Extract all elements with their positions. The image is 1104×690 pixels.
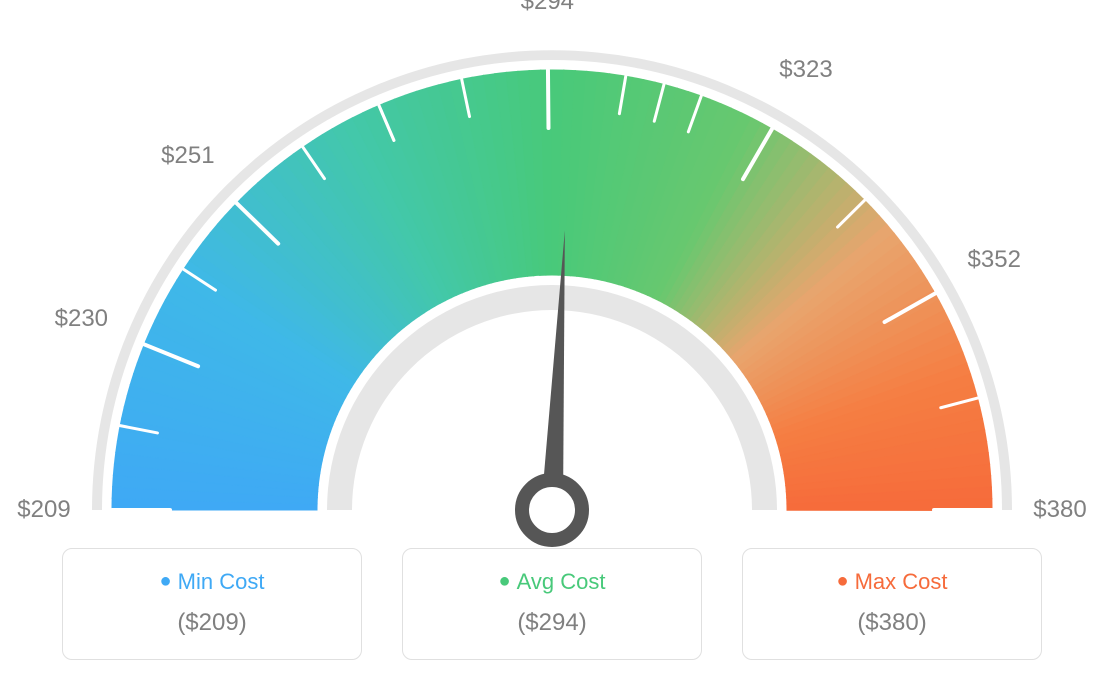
legend-title-text: Max Cost [855, 569, 948, 594]
gauge-svg [0, 0, 1104, 560]
gauge-hub [522, 480, 582, 540]
legend-card-max: ● Max Cost ($380) [742, 548, 1042, 660]
legend-value: ($209) [63, 609, 361, 637]
cost-gauge: $209 $230 $251 $294 $323 $352 $380 [0, 0, 1104, 560]
legend-value: ($380) [743, 609, 1041, 637]
gauge-tick-label: $323 [779, 56, 832, 84]
gauge-tick-label: $230 [55, 305, 108, 333]
gauge-tick-label: $352 [968, 246, 1021, 274]
gauge-tick-label: $380 [1033, 496, 1086, 524]
gauge-tick-label: $209 [17, 496, 70, 524]
legend-title: ● Max Cost [743, 569, 1041, 595]
legend-value: ($294) [403, 609, 701, 637]
legend-dot-icon: ● [160, 570, 172, 592]
gauge-tick-label: $251 [161, 142, 214, 170]
legend-title: ● Min Cost [63, 569, 361, 595]
gauge-tick-label: $294 [521, 0, 574, 16]
legend-dot-icon: ● [836, 570, 848, 592]
legend-title: ● Avg Cost [403, 569, 701, 595]
legend-card-min: ● Min Cost ($209) [62, 548, 362, 660]
legend-dot-icon: ● [499, 570, 511, 592]
legend-card-avg: ● Avg Cost ($294) [402, 548, 702, 660]
legend-title-text: Min Cost [178, 569, 265, 594]
legend-row: ● Min Cost ($209) ● Avg Cost ($294) ● Max Cost (… [0, 548, 1104, 660]
legend-title-text: Avg Cost [517, 569, 606, 594]
